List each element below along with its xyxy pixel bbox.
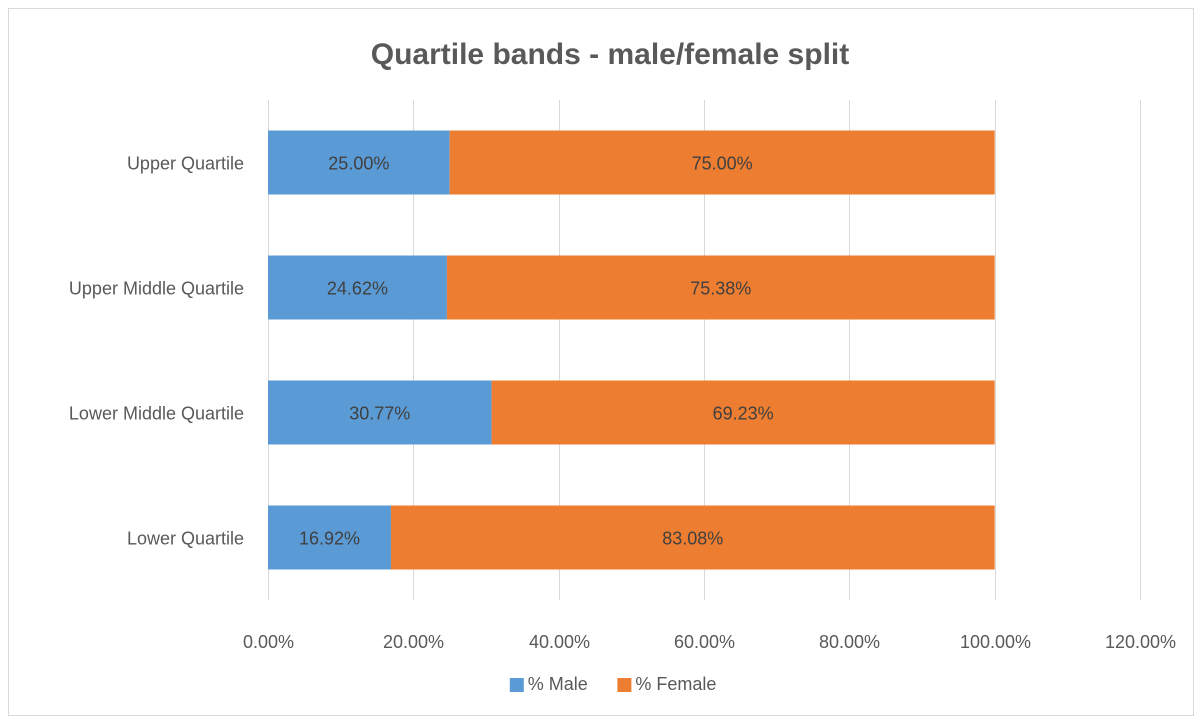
category-axis: Upper Quartile Upper Middle Quartile Lower… bbox=[69, 154, 244, 549]
category-label: Lower Quartile bbox=[127, 529, 244, 549]
x-tick-label: 120.00% bbox=[1105, 632, 1176, 652]
chart-area bbox=[8, 8, 1194, 716]
x-tick-label: 40.00% bbox=[529, 632, 590, 652]
x-tick-label: 20.00% bbox=[383, 632, 444, 652]
category-label: Upper Quartile bbox=[127, 154, 244, 174]
x-tick-label: 100.00% bbox=[960, 632, 1031, 652]
x-tick-label: 80.00% bbox=[819, 632, 880, 652]
bar-male bbox=[268, 380, 492, 445]
data-label: 83.08% bbox=[662, 529, 723, 549]
data-label: 69.23% bbox=[713, 404, 774, 424]
bar-male bbox=[268, 505, 391, 570]
bar-male bbox=[268, 255, 447, 320]
x-tick-label: 0.00% bbox=[243, 632, 294, 652]
legend: % Male % Female bbox=[509, 674, 716, 694]
data-label: 25.00% bbox=[328, 154, 389, 174]
bar-female bbox=[390, 505, 995, 570]
category-label: Lower Middle Quartile bbox=[69, 404, 244, 424]
chart-title: Quartile bands - male/female split bbox=[371, 38, 849, 71]
bar-female bbox=[491, 380, 995, 445]
data-label: 16.92% bbox=[299, 529, 360, 549]
bar-male bbox=[268, 130, 450, 195]
bar-female bbox=[449, 130, 995, 195]
legend-label: % Female bbox=[635, 674, 716, 694]
data-label: 75.38% bbox=[690, 279, 751, 299]
data-label: 75.00% bbox=[692, 154, 753, 174]
legend-label: % Male bbox=[528, 674, 588, 694]
legend-item: % Female bbox=[617, 674, 716, 694]
bar-female bbox=[446, 255, 995, 320]
legend-swatch bbox=[617, 678, 632, 692]
bars bbox=[268, 130, 995, 570]
data-label: 24.62% bbox=[327, 279, 388, 299]
legend-item: % Male bbox=[509, 674, 588, 694]
value-axis: 0.00% 20.00% 40.00% 60.00% 80.00% 100.00% 120.… bbox=[243, 632, 1176, 652]
x-tick-label: 60.00% bbox=[674, 632, 735, 652]
data-labels: 25.00% 75.00% 24.62% 75.38% 30.77% 69.23% 16.9… bbox=[299, 154, 774, 549]
data-label: 30.77% bbox=[349, 404, 410, 424]
legend-swatch bbox=[509, 678, 524, 692]
category-label: Upper Middle Quartile bbox=[69, 279, 244, 299]
